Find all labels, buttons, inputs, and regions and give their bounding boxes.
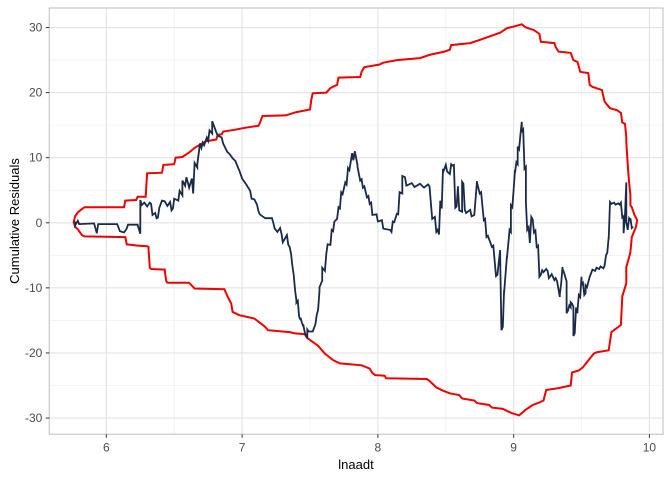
x-tick-label: 10 (643, 440, 657, 454)
panel-border (48, 7, 664, 435)
x-axis-title: lnaadt (338, 457, 374, 472)
panel-background (49, 8, 664, 435)
cumulative-residuals-path (74, 120, 634, 340)
x-tick-label: 9 (510, 440, 517, 454)
confidence-envelope-path (72, 23, 639, 417)
y-axis-title: Cumulative Residuals (7, 158, 22, 284)
y-tick-label: -10 (25, 281, 43, 295)
y-tick-label: 10 (29, 151, 43, 165)
axis-layer: 6 7 8 9 10 -30 -20 -10 0 10 20 30 (25, 7, 664, 454)
y-tick-label: 30 (29, 21, 43, 35)
series-layer (72, 23, 639, 417)
y-tick-label: 0 (36, 216, 43, 230)
x-tick-label: 7 (239, 440, 246, 454)
gridlines-layer (49, 8, 664, 435)
y-tick-label: 20 (29, 86, 43, 100)
x-tick-label: 8 (375, 440, 382, 454)
y-tick-label: -20 (25, 346, 43, 360)
x-tick-label: 6 (103, 440, 110, 454)
y-tick-label: -30 (25, 411, 43, 425)
